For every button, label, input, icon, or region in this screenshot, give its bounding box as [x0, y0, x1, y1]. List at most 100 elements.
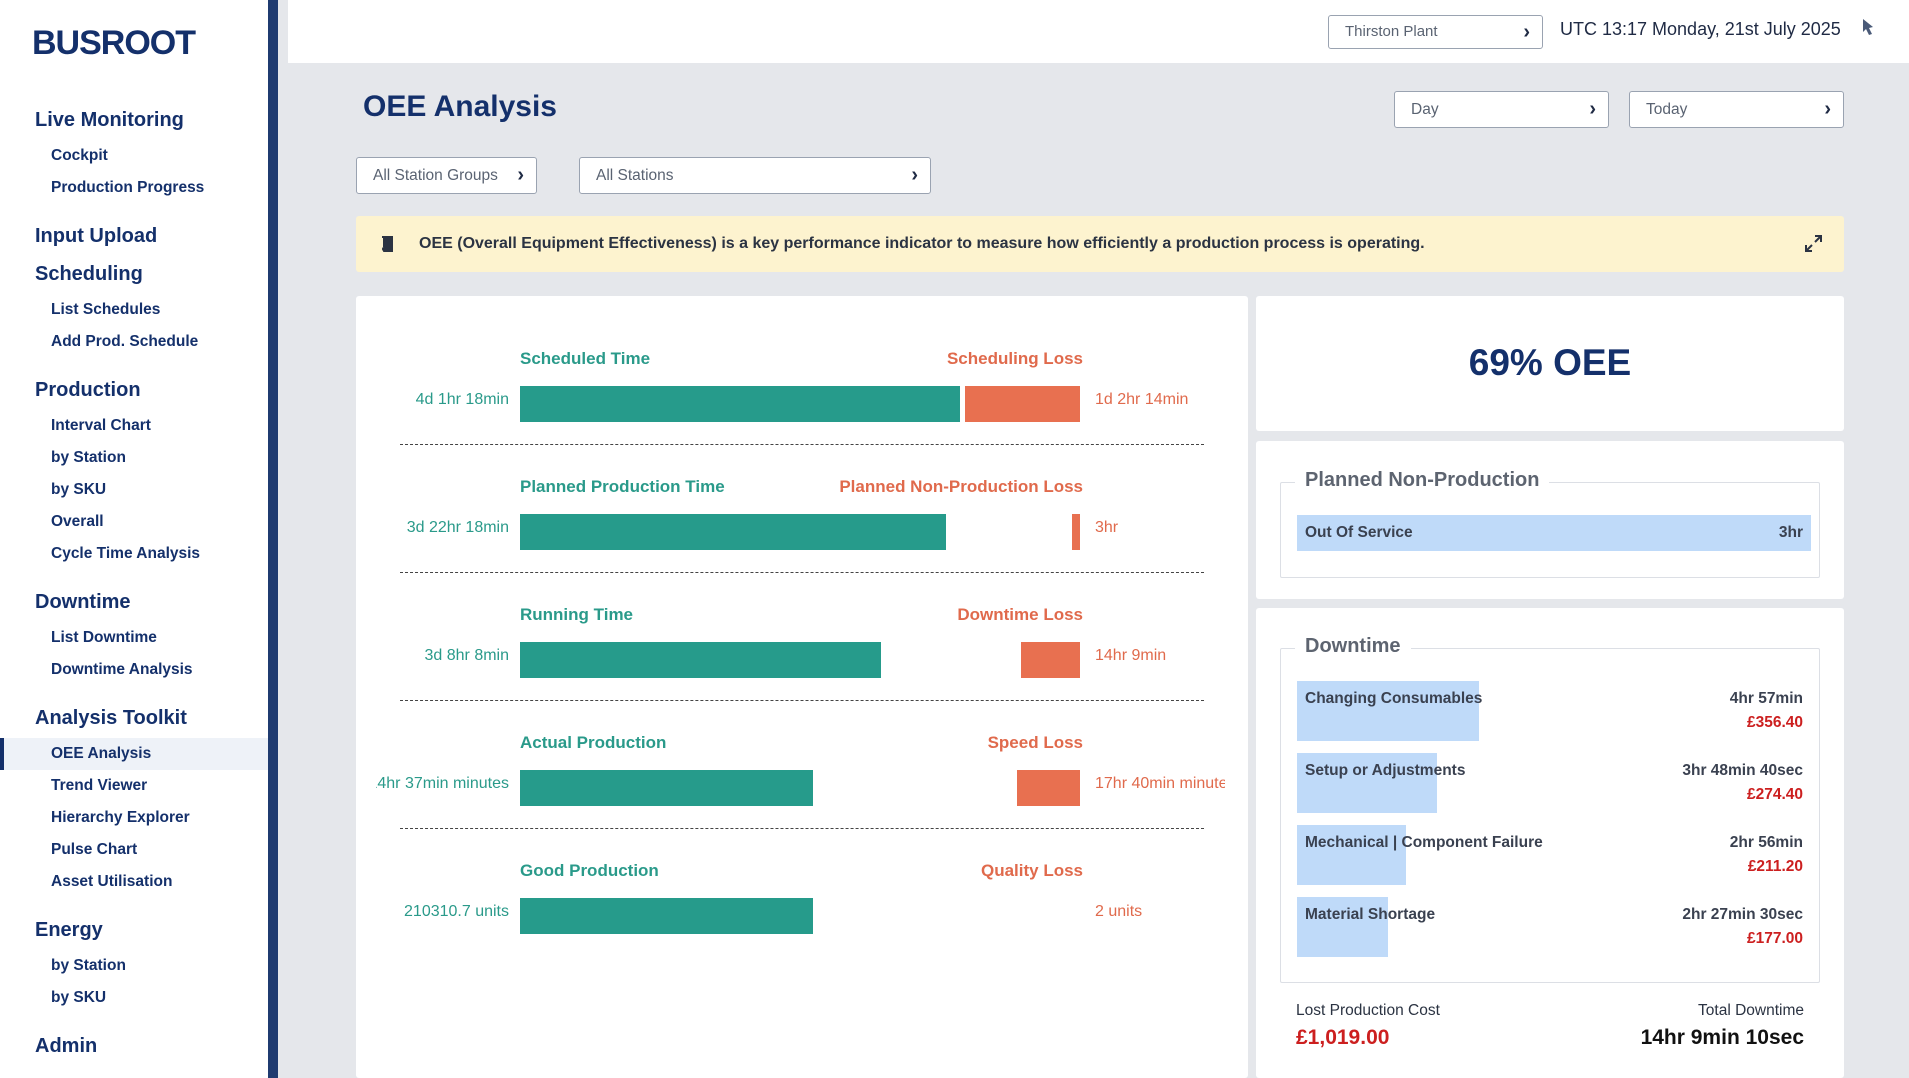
loss-bar[interactable]: [1021, 642, 1080, 678]
lost-production-cost-value: £1,019.00: [1296, 1026, 1390, 1049]
pnp-row[interactable]: Out Of Service 3hr: [1297, 515, 1811, 551]
loss-row-value: 3d 8hr 8min: [424, 647, 510, 664]
oee-value: 69% OEE: [1468, 342, 1632, 383]
row-divider: [400, 700, 1204, 701]
sidebar-section-downtime[interactable]: Downtime: [35, 591, 131, 613]
loss-row-loss-value: 17hr 40min minutes: [1095, 775, 1225, 792]
top-bar: Thirston Plant › UTC 13:17 Monday, 21st …: [288, 0, 1909, 63]
sidebar-item-cycle-time-analysis[interactable]: Cycle Time Analysis: [51, 545, 201, 562]
sidebar-section-production[interactable]: Production: [35, 379, 141, 401]
plant-select-value: Thirston Plant: [1345, 23, 1438, 40]
datetime-display: UTC 13:17 Monday, 21st July 2025: [1560, 19, 1841, 39]
chevron-right-icon: ›: [1824, 98, 1831, 120]
downtime-title: Downtime: [1295, 635, 1411, 658]
sidebar-item-downtime-analysis[interactable]: Downtime Analysis: [51, 661, 193, 678]
downtime-reason-duration: 3hr 48min 40sec: [1682, 762, 1803, 779]
sidebar-section-scheduling[interactable]: Scheduling: [35, 263, 143, 285]
oee-summary-card: 69% OEE: [1256, 296, 1844, 431]
sidebar-nav: Live Monitoring Cockpit Production Progres…: [0, 98, 268, 1066]
loss-row-value: 3d 22hr 18min: [406, 519, 509, 536]
date-select[interactable]: Today ›: [1629, 91, 1844, 128]
loss-row: Good Production Quality Loss 210310.7 unit…: [356, 806, 1248, 934]
sidebar-item-oee-analysis[interactable]: OEE Analysis: [0, 738, 268, 770]
row-divider: [400, 444, 1204, 445]
sidebar-section-energy[interactable]: Energy: [35, 919, 103, 941]
planned-non-production-group: Planned Non-Production Out Of Service 3h…: [1280, 469, 1820, 578]
good-time-bar[interactable]: [520, 386, 960, 422]
sidebar-section-live-monitoring[interactable]: Live Monitoring: [35, 109, 184, 131]
info-banner-text: OEE (Overall Equipment Effectiveness) is…: [419, 235, 1425, 252]
loss-row-loss-value: 3hr: [1095, 519, 1119, 536]
sidebar-section-analysis-toolkit[interactable]: Analysis Toolkit: [35, 707, 187, 729]
sidebar-item-by-station[interactable]: by Station: [51, 449, 126, 466]
station-group-select-value: All Station Groups: [373, 167, 498, 184]
period-select[interactable]: Day ›: [1394, 91, 1609, 128]
loss-row: Scheduled Time Scheduling Loss 4d 1hr 18mi…: [356, 294, 1248, 445]
station-select[interactable]: All Stations ›: [579, 157, 931, 194]
loss-bar[interactable]: [965, 386, 1080, 422]
planned-non-production-title: Planned Non-Production: [1295, 469, 1550, 492]
sidebar-item-asset-utilisation[interactable]: Asset Utilisation: [51, 873, 173, 890]
downtime-reason-name: Material Shortage: [1305, 906, 1436, 923]
downtime-reason-row[interactable]: Material Shortage 2hr 27min 30sec £177.00: [1297, 897, 1803, 957]
sidebar-item-by-sku[interactable]: by SKU: [51, 481, 107, 498]
downtime-reason-row[interactable]: Mechanical | Component Failure 2hr 56min £…: [1297, 825, 1803, 885]
sidebar-scrollbar[interactable]: [268, 0, 278, 655]
loss-row-loss-label: Quality Loss: [980, 861, 1083, 880]
sidebar-item-interval-chart[interactable]: Interval Chart: [51, 417, 151, 434]
sidebar-item-overall[interactable]: Overall: [51, 513, 104, 530]
loss-row: Actual Production Speed Loss 2d 14hr 37min…: [356, 678, 1248, 829]
sidebar-item-production-progress[interactable]: Production Progress: [51, 179, 205, 196]
expand-icon[interactable]: [1805, 235, 1822, 252]
downtime-reason-cost: £211.20: [1747, 858, 1803, 875]
good-time-bar[interactable]: [520, 514, 946, 550]
loss-row-label: Planned Production Time: [520, 477, 725, 496]
brand-logo[interactable]: BUSROOT: [32, 24, 196, 62]
good-time-bar[interactable]: [520, 770, 813, 806]
loss-row-loss-value: 1d 2hr 14min: [1095, 391, 1189, 408]
chevron-right-icon: ›: [517, 164, 524, 186]
sidebar-item-list-downtime[interactable]: List Downtime: [51, 629, 157, 646]
pnp-row-name: Out Of Service: [1305, 524, 1413, 541]
plant-select[interactable]: Thirston Plant ›: [1328, 15, 1543, 49]
station-select-value: All Stations: [596, 167, 674, 184]
good-time-bar[interactable]: [520, 898, 813, 934]
page-title: OEE Analysis: [363, 90, 557, 123]
station-group-select[interactable]: All Station Groups ›: [356, 157, 537, 194]
downtime-reason-duration: 4hr 57min: [1729, 690, 1803, 707]
loss-row-value: 210310.7 units: [404, 903, 509, 920]
good-time-bar[interactable]: [520, 642, 881, 678]
lost-production-cost-label: Lost Production Cost: [1296, 1002, 1440, 1019]
sidebar-item-list-schedules[interactable]: List Schedules: [51, 301, 161, 318]
downtime-reason-name: Mechanical | Component Failure: [1305, 834, 1543, 851]
downtime-reason-bar: [1297, 753, 1437, 813]
downtime-reason-duration: 2hr 56min: [1729, 834, 1803, 851]
sidebar-item-pulse-chart[interactable]: Pulse Chart: [51, 841, 138, 858]
downtime-reason-row[interactable]: Changing Consumables 4hr 57min £356.40: [1297, 681, 1803, 741]
loss-row-label: Actual Production: [520, 733, 667, 752]
sidebar-item-by-station[interactable]: by Station: [51, 957, 126, 974]
user-menu-icon[interactable]: [1861, 18, 1875, 36]
sidebar-item-add-prod-schedule[interactable]: Add Prod. Schedule: [51, 333, 199, 350]
downtime-reason-row[interactable]: Setup or Adjustments 3hr 48min 40sec £274.…: [1297, 753, 1803, 813]
sidebar-section-admin[interactable]: Admin: [35, 1035, 98, 1057]
loss-row-loss-label: Downtime Loss: [957, 605, 1083, 624]
sidebar: BUSROOT Live Monitoring Cockpit Production…: [0, 0, 278, 1078]
loss-bar[interactable]: [1072, 514, 1080, 550]
downtime-reason-name: Setup or Adjustments: [1305, 762, 1466, 779]
downtime-card: Downtime Changing Consumables 4hr 57min £3…: [1256, 608, 1844, 1078]
downtime-reason-name: Changing Consumables: [1305, 690, 1483, 707]
total-downtime-value: 14hr 9min 10sec: [1640, 1026, 1804, 1049]
loss-row-label: Scheduled Time: [520, 349, 651, 368]
planned-non-production-card: Planned Non-Production Out Of Service 3h…: [1256, 441, 1844, 599]
sidebar-item-by-sku[interactable]: by SKU: [51, 989, 107, 1006]
sidebar-item-cockpit[interactable]: Cockpit: [51, 147, 108, 164]
downtime-reason-bar: [1297, 681, 1479, 741]
sidebar-section-input-upload[interactable]: Input Upload: [35, 225, 158, 247]
sidebar-item-hierarchy-explorer[interactable]: Hierarchy Explorer: [51, 809, 190, 826]
loss-row-label: Good Production: [520, 861, 659, 880]
sidebar-item-trend-viewer[interactable]: Trend Viewer: [51, 777, 148, 794]
date-select-value: Today: [1646, 101, 1688, 118]
loss-bar[interactable]: [1017, 770, 1080, 806]
loss-row-loss-label: Planned Non-Production Loss: [839, 477, 1083, 496]
